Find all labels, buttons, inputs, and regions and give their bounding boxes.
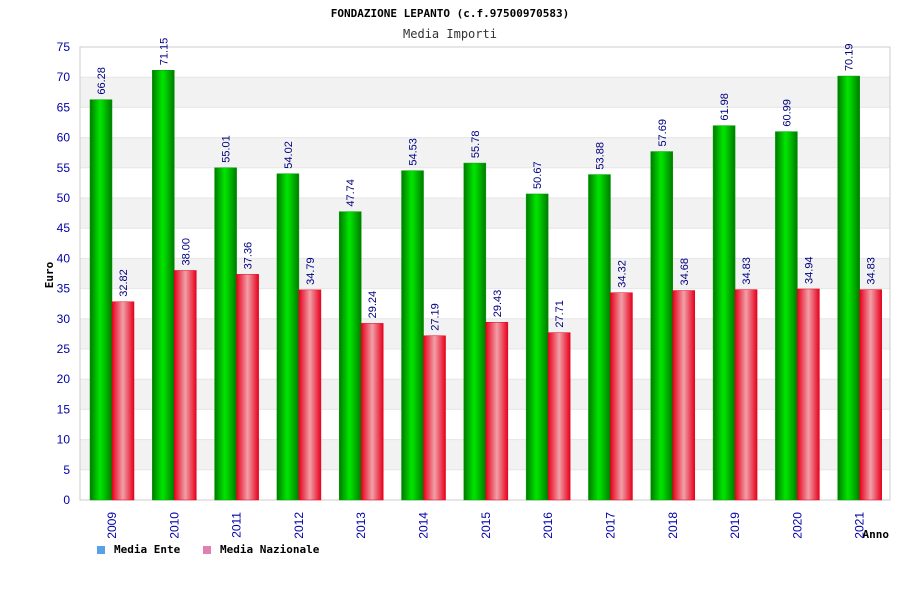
y-tick-label: 75 <box>57 40 71 54</box>
data-label: 71.15 <box>158 38 170 66</box>
y-tick-label: 60 <box>57 131 71 145</box>
bar-media-nazionale <box>547 332 571 501</box>
bar-media-nazionale <box>360 323 384 501</box>
bar-media-nazionale <box>174 270 197 501</box>
chart-title: FONDAZIONE LEPANTO (c.f.97500970583) <box>331 7 569 20</box>
bar-media-ente <box>650 151 674 501</box>
data-label: 34.83 <box>866 257 878 285</box>
data-label: 54.53 <box>408 138 420 166</box>
data-label: 27.19 <box>430 303 442 331</box>
data-label: 66.28 <box>96 67 108 95</box>
y-tick-label: 70 <box>57 70 71 84</box>
y-tick-label: 30 <box>57 312 71 326</box>
y-tick-label: 40 <box>57 251 71 265</box>
x-tick-label: 2015 <box>479 512 493 539</box>
data-label: 38.00 <box>180 238 192 266</box>
data-label: 60.99 <box>781 99 793 127</box>
data-label: 47.74 <box>345 179 357 207</box>
data-label: 54.02 <box>283 141 295 169</box>
bar-media-ente <box>401 170 424 501</box>
y-tick-label: 35 <box>57 282 71 296</box>
x-tick-label: 2013 <box>354 512 368 539</box>
bar-media-ente <box>214 167 237 501</box>
bar-media-ente <box>588 174 611 501</box>
data-label: 55.78 <box>470 131 482 159</box>
legend-label-nazionale: Media Nazionale <box>220 543 320 556</box>
x-tick-label: 2011 <box>230 512 244 538</box>
bar-media-nazionale <box>797 288 820 501</box>
bar-media-ente <box>837 75 860 501</box>
legend: Media Ente Media Nazionale <box>97 543 320 556</box>
y-axis-ticks: 0 5 10 15 20 25 30 35 40 45 50 55 60 65 70 75 <box>57 40 71 507</box>
data-label: 34.83 <box>741 257 753 285</box>
x-tick-label: 2012 <box>292 512 306 539</box>
data-label: 55.01 <box>221 135 233 163</box>
data-label: 32.82 <box>118 269 130 297</box>
data-label: 34.68 <box>679 258 691 286</box>
data-label: 34.79 <box>305 257 317 285</box>
x-tick-label: 2021 <box>853 512 867 539</box>
y-tick-label: 5 <box>63 463 70 477</box>
bar-media-ente <box>775 131 798 501</box>
data-label: 29.24 <box>367 291 379 319</box>
grid-band <box>80 137 890 168</box>
y-tick-label: 10 <box>57 433 71 447</box>
data-label: 61.98 <box>719 93 731 121</box>
data-label: 27.71 <box>554 300 566 328</box>
data-label: 53.88 <box>594 142 606 170</box>
bar-media-nazionale <box>672 290 696 501</box>
legend-swatch-ente <box>97 546 105 554</box>
x-axis-ticks: 2009 2010 2011 2012 2013 2014 2015 2016 2017 2018… <box>105 512 867 539</box>
bar-media-ente <box>89 99 113 501</box>
bar-media-nazionale <box>610 292 633 501</box>
bar-media-nazionale <box>236 274 259 501</box>
chart-subtitle: Media Importi <box>403 27 497 41</box>
grid-band <box>80 77 890 108</box>
bar-media-ente <box>338 211 362 501</box>
legend-swatch-nazionale <box>203 546 211 554</box>
y-tick-label: 55 <box>57 161 71 175</box>
x-axis-label: Anno <box>863 528 890 541</box>
data-label: 50.67 <box>532 161 544 189</box>
bar-media-ente <box>463 162 487 501</box>
x-tick-label: 2010 <box>167 512 181 539</box>
x-tick-label: 2016 <box>541 512 555 539</box>
bar-media-nazionale <box>298 289 322 501</box>
y-tick-label: 0 <box>63 493 70 507</box>
x-tick-label: 2018 <box>666 512 680 539</box>
bar-media-ente <box>712 125 736 501</box>
bars: 66.28 32.82 71.15 38.00 55.01 37.36 54.02 34.79… <box>89 38 882 501</box>
y-tick-label: 25 <box>57 342 71 356</box>
bar-media-nazionale <box>859 289 882 501</box>
x-tick-label: 2014 <box>417 512 431 539</box>
x-tick-label: 2020 <box>790 512 804 539</box>
data-label: 29.43 <box>492 290 504 318</box>
data-label: 70.19 <box>844 44 856 72</box>
y-tick-label: 20 <box>57 372 71 386</box>
legend-label-ente: Media Ente <box>114 543 181 556</box>
y-axis-label: Euro <box>43 261 56 288</box>
bar-media-ente <box>152 70 175 501</box>
bar-media-nazionale <box>111 301 135 501</box>
bar-media-nazionale <box>734 289 758 501</box>
y-tick-label: 15 <box>57 402 71 416</box>
data-label: 37.36 <box>243 242 255 270</box>
y-tick-label: 45 <box>57 221 71 235</box>
data-label: 34.32 <box>616 260 628 288</box>
bar-media-ente <box>276 173 300 501</box>
y-tick-label: 50 <box>57 191 71 205</box>
y-tick-label: 65 <box>57 100 71 114</box>
data-label: 57.69 <box>657 119 669 147</box>
x-tick-label: 2019 <box>728 512 742 539</box>
x-tick-label: 2009 <box>105 512 119 539</box>
x-tick-label: 2017 <box>603 512 617 539</box>
bar-media-nazionale <box>485 321 509 501</box>
bar-media-nazionale <box>423 335 446 501</box>
bar-media-ente <box>525 193 549 501</box>
data-label: 34.94 <box>803 256 815 284</box>
